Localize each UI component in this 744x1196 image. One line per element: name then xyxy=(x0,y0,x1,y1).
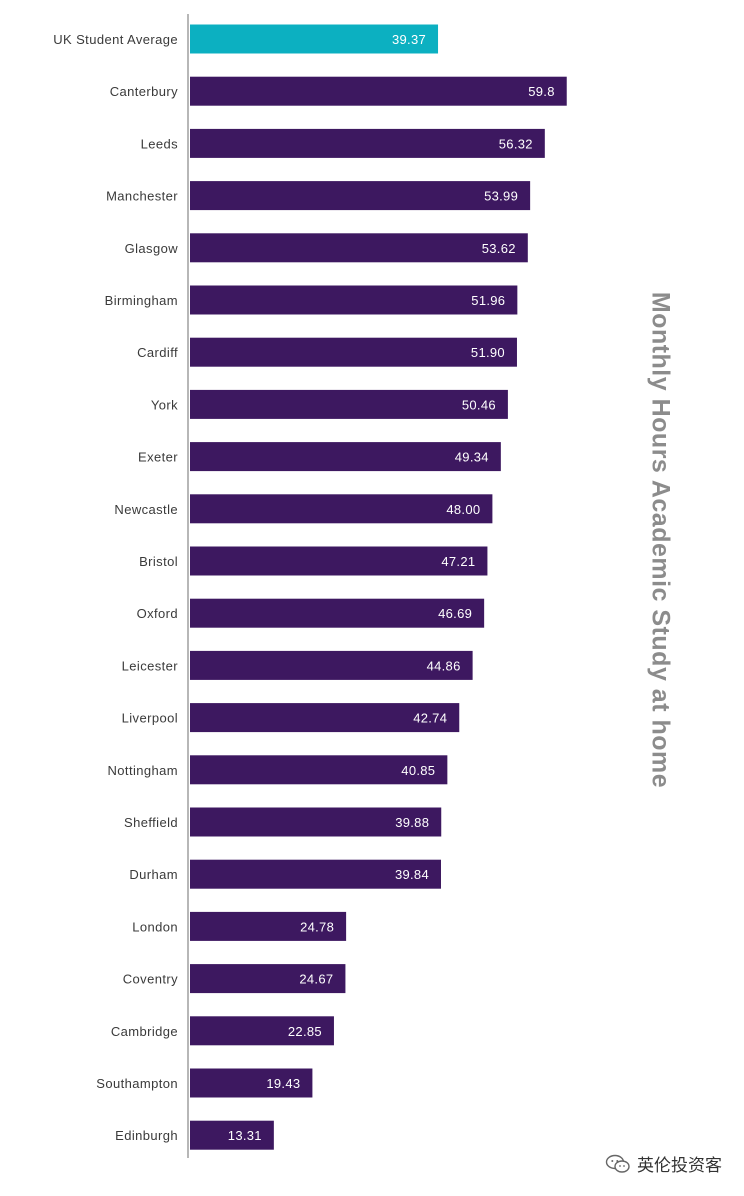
bar-newcastle xyxy=(190,494,493,524)
category-label: Nottingham xyxy=(108,763,178,778)
category-label: Cardiff xyxy=(137,345,178,360)
category-label: Durham xyxy=(129,867,178,882)
wechat-icon xyxy=(605,1154,630,1173)
bar-edinburgh xyxy=(190,1120,274,1150)
bar-liverpool xyxy=(190,703,460,733)
bar-london xyxy=(190,911,347,941)
value-label: 56.32 xyxy=(499,136,533,151)
bar-york xyxy=(190,389,508,419)
bar-uk-student-average xyxy=(190,24,439,54)
category-label: UK Student Average xyxy=(53,32,178,47)
category-label: Birmingham xyxy=(105,293,178,308)
value-label: 47.21 xyxy=(441,554,475,569)
category-label: Manchester xyxy=(106,189,178,204)
category-label: Newcastle xyxy=(114,502,178,517)
watermark: 英伦投资客 xyxy=(605,1151,722,1176)
value-label: 59.8 xyxy=(528,84,555,99)
value-label: 39.37 xyxy=(392,32,426,47)
value-label: 13.31 xyxy=(228,1128,262,1143)
category-label: Cambridge xyxy=(111,1024,178,1039)
bar-leicester xyxy=(190,650,473,680)
value-label: 42.74 xyxy=(413,711,447,726)
value-label: 51.96 xyxy=(471,293,505,308)
bar-coventry xyxy=(190,964,346,994)
bar-birmingham xyxy=(190,285,518,315)
category-label: Glasgow xyxy=(125,241,179,256)
bar-oxford xyxy=(190,598,485,628)
category-label: Exeter xyxy=(138,450,178,465)
bar-manchester xyxy=(190,181,531,211)
category-label: Edinburgh xyxy=(115,1128,178,1143)
watermark-text: 英伦投资客 xyxy=(637,1156,722,1175)
bar-exeter xyxy=(190,442,501,472)
category-label: Sheffield xyxy=(124,815,178,830)
category-label: Canterbury xyxy=(110,84,178,99)
bar-durham xyxy=(190,859,441,889)
value-label: 40.85 xyxy=(401,763,435,778)
value-label: 24.78 xyxy=(300,919,334,934)
bar-leeds xyxy=(190,128,545,158)
bar-southampton xyxy=(190,1068,313,1098)
category-label: Southampton xyxy=(96,1076,178,1091)
category-label: Oxford xyxy=(137,606,178,621)
bar-bristol xyxy=(190,546,488,576)
value-label: 19.43 xyxy=(266,1076,300,1091)
value-label: 44.86 xyxy=(427,658,461,673)
bar-cambridge xyxy=(190,1016,334,1046)
bar-canterbury xyxy=(190,76,567,106)
category-label: York xyxy=(151,397,178,412)
value-label: 53.99 xyxy=(484,189,518,204)
bar-sheffield xyxy=(190,807,442,837)
value-label: 49.34 xyxy=(455,450,489,465)
value-label: 24.67 xyxy=(299,972,333,987)
value-label: 53.62 xyxy=(482,241,516,256)
value-label: 50.46 xyxy=(462,397,496,412)
value-label: 39.88 xyxy=(395,815,429,830)
axis-title: Monthly Hours Academic Study at home xyxy=(646,291,675,789)
category-label: Leicester xyxy=(122,658,179,673)
category-label: Bristol xyxy=(139,554,178,569)
category-label: Liverpool xyxy=(122,711,178,726)
category-label: Coventry xyxy=(123,972,178,987)
value-label: 51.90 xyxy=(471,345,505,360)
value-label: 46.69 xyxy=(438,606,472,621)
value-label: 22.85 xyxy=(288,1024,322,1039)
category-label: London xyxy=(132,919,178,934)
bar-cardiff xyxy=(190,337,517,367)
category-label: Leeds xyxy=(141,136,179,151)
bar-glasgow xyxy=(190,233,528,263)
bar-nottingham xyxy=(190,755,448,785)
value-label: 48.00 xyxy=(446,502,480,517)
value-label: 39.84 xyxy=(395,867,429,882)
